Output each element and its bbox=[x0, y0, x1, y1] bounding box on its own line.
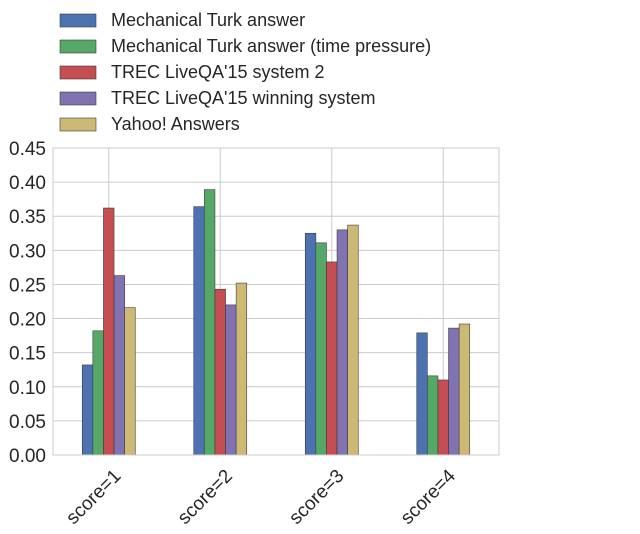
legend: Mechanical Turk answer Mechanical Turk an… bbox=[59, 10, 431, 134]
plot-area bbox=[52, 147, 500, 456]
x-tick-label: score=1 bbox=[62, 466, 125, 529]
legend-swatch bbox=[59, 39, 97, 54]
y-tick-label: 0.20 bbox=[9, 310, 46, 331]
y-tick-label: 0.40 bbox=[9, 173, 46, 194]
bar-trec-liveqa-15-system-2-score2 bbox=[214, 288, 226, 456]
bar-mechanical-turk-answer-score4 bbox=[416, 332, 428, 456]
bar-yahoo-answers-score4 bbox=[458, 323, 471, 456]
legend-swatch bbox=[59, 65, 97, 80]
bar-mechanical-turk-answer-time-pressure--score4 bbox=[427, 375, 439, 456]
bar-trec-liveqa-15-system-2-score3 bbox=[326, 261, 338, 456]
bar-mechanical-turk-answer-score2 bbox=[193, 206, 205, 456]
y-tick-label: 0.15 bbox=[9, 344, 46, 365]
bar-trec-liveqa-15-winning-system-score1 bbox=[113, 275, 125, 456]
legend-label: Mechanical Turk answer bbox=[111, 10, 305, 30]
bar-trec-liveqa-15-system-2-score1 bbox=[103, 207, 115, 456]
bar-trec-liveqa-15-system-2-score4 bbox=[437, 379, 449, 456]
bar-mechanical-turk-answer-score1 bbox=[81, 364, 94, 456]
legend-label: Mechanical Turk answer (time pressure) bbox=[111, 36, 431, 56]
legend-swatch bbox=[59, 91, 97, 106]
bar-mechanical-turk-answer-time-pressure--score3 bbox=[315, 242, 327, 456]
x-tick-label: score=2 bbox=[174, 466, 237, 529]
y-tick-label: 0.35 bbox=[9, 207, 46, 228]
y-tick-label: 0.00 bbox=[9, 446, 46, 467]
bar-yahoo-answers-score2 bbox=[235, 282, 248, 456]
legend-swatch bbox=[59, 117, 97, 132]
bar-yahoo-answers-score3 bbox=[347, 224, 359, 456]
legend-label: TREC LiveQA'15 system 2 bbox=[111, 62, 325, 82]
bar-trec-liveqa-15-winning-system-score4 bbox=[448, 327, 460, 456]
y-axis-ticks: 0.00 0.05 0.10 0.15 0.20 0.25 0.30 0.35 0.40 0.45 bbox=[9, 139, 46, 467]
bar-mechanical-turk-answer-time-pressure--score2 bbox=[204, 189, 216, 456]
legend-label: Yahoo! Answers bbox=[111, 114, 240, 134]
bar-mechanical-turk-answer-time-pressure--score1 bbox=[92, 330, 104, 456]
x-tick-label: score=3 bbox=[285, 466, 348, 529]
y-tick-label: 0.05 bbox=[9, 412, 46, 433]
legend-swatch bbox=[59, 13, 97, 28]
bar-trec-liveqa-15-winning-system-score3 bbox=[336, 229, 348, 456]
bar-trec-liveqa-15-winning-system-score2 bbox=[225, 304, 237, 456]
y-tick-label: 0.25 bbox=[9, 275, 46, 296]
y-tick-label: 0.30 bbox=[9, 241, 46, 262]
x-tick-label: score=4 bbox=[397, 465, 460, 528]
bars bbox=[81, 189, 471, 456]
bar-mechanical-turk-answer-score3 bbox=[304, 232, 317, 456]
y-tick-label: 0.10 bbox=[9, 378, 46, 399]
y-tick-label: 0.45 bbox=[9, 139, 46, 160]
bar-yahoo-answers-score1 bbox=[124, 307, 136, 456]
plot-frame bbox=[52, 147, 500, 456]
legend-label: TREC LiveQA'15 winning system bbox=[111, 88, 376, 108]
x-axis-ticks: score=1 score=2 score=3 score=4 bbox=[62, 465, 460, 528]
